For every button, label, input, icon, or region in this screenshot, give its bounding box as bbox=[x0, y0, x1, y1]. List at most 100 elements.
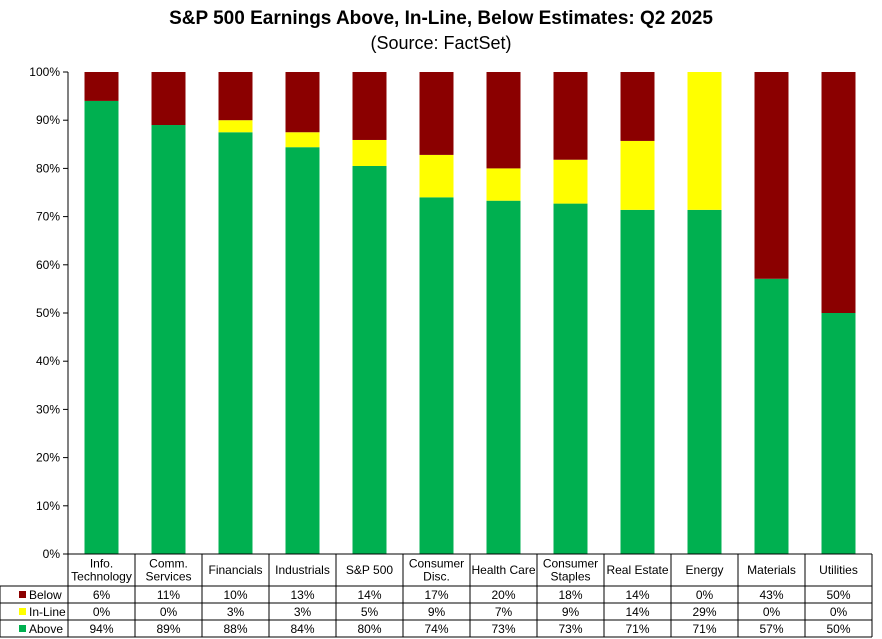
data-label-below: 13% bbox=[290, 588, 314, 602]
x-tick-label: Health Care bbox=[471, 563, 535, 577]
y-tick-label: 30% bbox=[36, 402, 60, 416]
data-label-above: 71% bbox=[625, 622, 649, 636]
data-label-in-line: 14% bbox=[625, 605, 649, 619]
x-tick-label: Materials bbox=[747, 563, 796, 577]
legend-label-above: Above bbox=[29, 622, 63, 636]
bar-above bbox=[218, 132, 253, 554]
x-tick-label: Comm. bbox=[149, 557, 188, 571]
data-label-below: 50% bbox=[826, 588, 850, 602]
bar-in-line bbox=[553, 159, 588, 204]
data-label-above: 57% bbox=[759, 622, 783, 636]
legend-swatch-above bbox=[19, 625, 26, 632]
bar-below bbox=[620, 72, 655, 141]
bar-above bbox=[687, 209, 722, 555]
bar-above bbox=[754, 278, 789, 554]
x-tick-label: Consumer bbox=[543, 557, 598, 571]
data-label-above: 80% bbox=[357, 622, 381, 636]
data-label-above: 89% bbox=[156, 622, 180, 636]
bar-in-line bbox=[620, 140, 655, 210]
data-label-in-line: 0% bbox=[763, 605, 781, 619]
bar-in-line bbox=[218, 120, 253, 133]
data-label-below: 43% bbox=[759, 588, 783, 602]
bar-above bbox=[620, 209, 655, 555]
legend-swatch-in-line bbox=[19, 608, 26, 615]
x-tick-label: Staples bbox=[550, 570, 590, 584]
data-label-below: 14% bbox=[625, 588, 649, 602]
x-tick-label: Financials bbox=[208, 563, 262, 577]
legend-label-in-line: In-Line bbox=[29, 605, 66, 619]
data-label-below: 17% bbox=[424, 588, 448, 602]
y-tick-label: 20% bbox=[36, 451, 60, 465]
bar-below bbox=[84, 72, 119, 101]
bar-below bbox=[821, 72, 856, 313]
data-label-in-line: 0% bbox=[830, 605, 848, 619]
bar-below bbox=[151, 72, 186, 126]
data-label-in-line: 0% bbox=[160, 605, 178, 619]
bar-above bbox=[285, 147, 320, 554]
bar-below bbox=[553, 72, 588, 160]
y-tick-label: 90% bbox=[36, 113, 60, 127]
data-label-above: 84% bbox=[290, 622, 314, 636]
data-label-in-line: 7% bbox=[495, 605, 513, 619]
x-tick-label: Info. bbox=[90, 557, 113, 571]
data-label-in-line: 0% bbox=[93, 605, 111, 619]
x-tick-label: Utilities bbox=[819, 563, 858, 577]
y-tick-label: 10% bbox=[36, 499, 60, 513]
data-label-in-line: 3% bbox=[294, 605, 312, 619]
bar-in-line bbox=[687, 72, 722, 210]
bar-in-line bbox=[352, 139, 387, 166]
data-label-below: 0% bbox=[696, 588, 714, 602]
y-tick-label: 70% bbox=[36, 210, 60, 224]
bar-above bbox=[151, 125, 186, 555]
bar-below bbox=[486, 72, 521, 169]
bar-in-line bbox=[285, 132, 320, 148]
x-tick-label: Disc. bbox=[423, 570, 450, 584]
x-tick-label: Real Estate bbox=[606, 563, 668, 577]
data-label-in-line: 3% bbox=[227, 605, 245, 619]
x-tick-label: Services bbox=[145, 570, 191, 584]
data-label-in-line: 5% bbox=[361, 605, 379, 619]
bar-above bbox=[352, 165, 387, 555]
bar-below bbox=[285, 72, 320, 133]
bar-below bbox=[218, 72, 253, 121]
y-tick-label: 60% bbox=[36, 258, 60, 272]
bar-below bbox=[352, 72, 387, 140]
data-label-above: 74% bbox=[424, 622, 448, 636]
y-tick-label: 50% bbox=[36, 306, 60, 320]
data-label-above: 88% bbox=[223, 622, 247, 636]
chart-title: S&P 500 Earnings Above, In-Line, Below E… bbox=[169, 8, 713, 29]
data-label-below: 10% bbox=[223, 588, 247, 602]
y-tick-label: 100% bbox=[29, 65, 60, 79]
bar-in-line bbox=[419, 154, 454, 198]
legend-label-below: Below bbox=[29, 588, 62, 602]
x-tick-label: Consumer bbox=[409, 557, 464, 571]
bar-below bbox=[754, 72, 789, 279]
bar-above bbox=[553, 203, 588, 554]
data-label-above: 73% bbox=[491, 622, 515, 636]
data-label-in-line: 29% bbox=[692, 605, 716, 619]
legend-swatch-below bbox=[19, 591, 26, 598]
y-tick-label: 0% bbox=[43, 547, 61, 561]
data-label-above: 94% bbox=[89, 622, 113, 636]
bar-in-line bbox=[486, 168, 521, 201]
chart-subtitle: (Source: FactSet) bbox=[370, 33, 512, 53]
x-tick-label: Technology bbox=[71, 570, 132, 584]
x-tick-label: Industrials bbox=[275, 563, 330, 577]
bar-above bbox=[419, 197, 454, 554]
y-tick-label: 40% bbox=[36, 354, 60, 368]
y-tick-label: 80% bbox=[36, 161, 60, 175]
data-label-below: 6% bbox=[93, 588, 111, 602]
data-label-below: 18% bbox=[558, 588, 582, 602]
data-label-in-line: 9% bbox=[562, 605, 580, 619]
bar-above bbox=[486, 200, 521, 554]
x-tick-label: S&P 500 bbox=[346, 563, 393, 577]
data-label-below: 14% bbox=[357, 588, 381, 602]
data-label-above: 73% bbox=[558, 622, 582, 636]
data-label-in-line: 9% bbox=[428, 605, 446, 619]
bar-below bbox=[419, 72, 454, 155]
data-label-above: 50% bbox=[826, 622, 850, 636]
bar-above bbox=[84, 100, 119, 555]
x-tick-label: Energy bbox=[685, 563, 723, 577]
bar-above bbox=[821, 313, 856, 554]
